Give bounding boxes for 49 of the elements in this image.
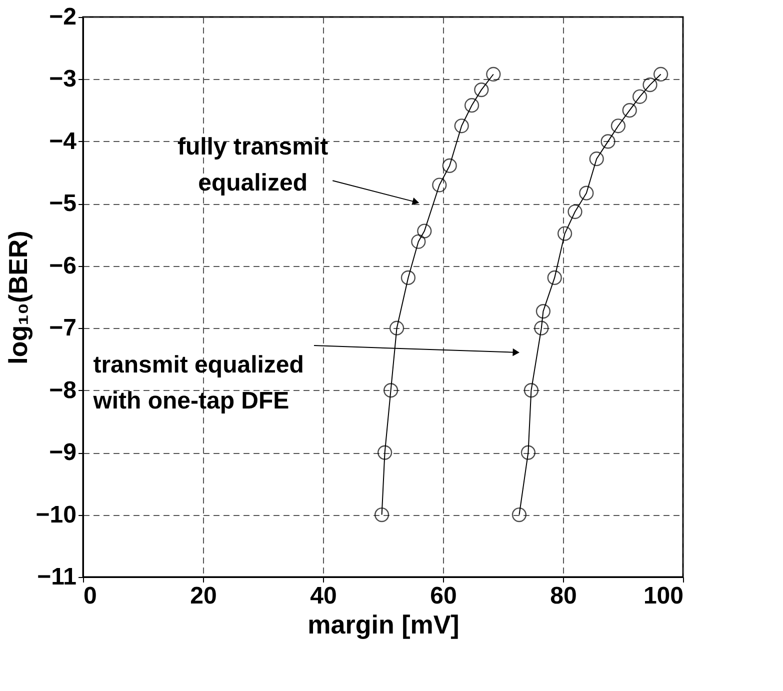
y-axis-title: log₁₀(BER) [2,230,33,364]
point [534,320,549,336]
x-tick-label: 0 [84,582,97,610]
point [632,89,648,104]
x-tick-label: 20 [190,582,217,610]
point [512,507,527,522]
y-tick-label: −4 [49,128,78,155]
y-tick-label: −7 [49,314,76,342]
y-tick-label: −6 [49,252,76,280]
point [442,158,457,174]
point [432,178,447,192]
point [389,320,404,336]
annotation: transmit equalized with one-tap DFE [92,351,304,414]
y-tick-label: −9 [49,439,76,466]
point [486,66,501,82]
point [411,234,426,249]
point [520,445,536,460]
point [642,78,658,92]
y-tick-label: −3 [49,66,76,93]
point [524,383,539,398]
x-axis-title: margin [mV] [308,610,460,640]
y-tick-label: −10 [36,501,76,528]
point [622,103,637,118]
point [400,270,416,286]
point [474,82,489,98]
point [600,134,616,149]
point [536,304,551,319]
x-tick-label: 80 [550,582,577,610]
point [377,445,392,460]
x-tick-label: 60 [430,582,457,610]
point [589,152,604,166]
x-tick-label: 40 [310,582,337,610]
point [610,118,626,134]
point [568,204,582,220]
y-tick-label: −11 [37,564,76,590]
y-tick-label: −5 [49,190,76,218]
y-tick-label: −8 [49,376,76,404]
annotation: fully transmit equalized [177,134,328,197]
point [464,98,480,113]
x-tick-label: 100 [643,582,684,610]
point [557,226,572,241]
point [383,383,398,398]
point [579,186,594,200]
point [374,507,390,522]
y-tick-label: −2 [49,4,76,30]
point [454,118,469,134]
point [547,270,562,286]
point [653,66,668,82]
point [417,224,432,238]
